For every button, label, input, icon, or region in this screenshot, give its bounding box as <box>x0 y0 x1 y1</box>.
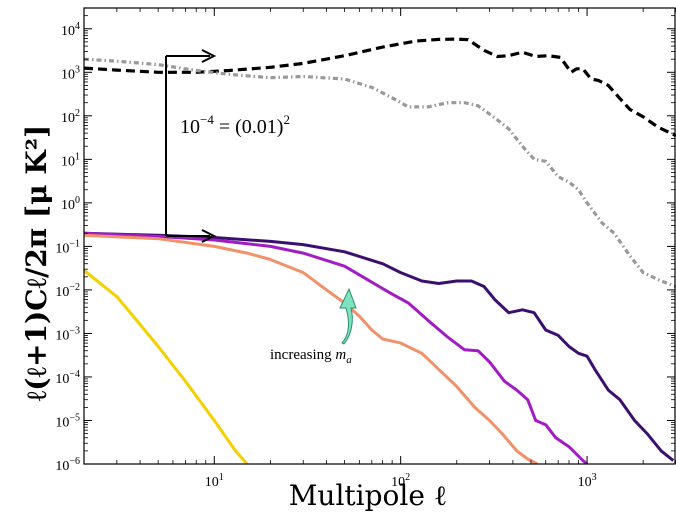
y-tick-label: 10−3 <box>55 325 80 343</box>
x-tick-label: 102 <box>391 472 410 490</box>
y-tick-label: 102 <box>61 108 80 126</box>
ticks: 10410310210110010−110−210−310−410−510−61… <box>55 7 676 490</box>
increasing-annotation: increasing ma <box>270 347 352 366</box>
upper-arrow-head <box>201 49 217 63</box>
increasing-annotation-text: increasing <box>270 347 335 363</box>
series-line-6 <box>84 269 249 464</box>
series-line-5 <box>84 233 538 464</box>
x-axis-title: Multipole ℓ <box>289 479 447 512</box>
y-tick-label: 104 <box>61 21 80 39</box>
increasing-arrow <box>339 287 357 345</box>
curves <box>84 37 676 464</box>
y-tick-label: 103 <box>61 64 80 82</box>
scale-annotation-exp2: 2 <box>283 112 290 127</box>
lower-arrow-head <box>201 229 217 243</box>
series-line-4 <box>84 231 589 464</box>
x-tick-label: 103 <box>578 472 597 490</box>
y-tick-label: 101 <box>61 151 80 169</box>
scale-annotation-rest: = (0.01) <box>214 116 284 138</box>
annotations: 10−4 = (0.01)2 increasing ma <box>165 49 357 366</box>
y-tick-label: 10−2 <box>55 282 80 300</box>
plot-frame <box>83 7 676 465</box>
scale-annotation-exp: −4 <box>200 112 214 127</box>
series-line-3 <box>84 231 675 462</box>
y-tick-label: 10−6 <box>55 456 80 474</box>
increasing-annotation-sub: a <box>346 354 352 366</box>
y-tick-label: 10−5 <box>55 412 80 430</box>
series-line-1 <box>84 37 676 138</box>
y-tick-label: 10−1 <box>55 238 80 256</box>
scale-annotation: 10−4 = (0.01)2 <box>180 112 290 138</box>
series-line-2 <box>84 57 676 288</box>
x-tick-label: 101 <box>205 472 224 490</box>
y-tick-label: 10−4 <box>55 369 80 387</box>
frame-layer <box>83 7 676 465</box>
scale-annotation-base: 10 <box>180 116 200 138</box>
y-tick-label: 100 <box>61 195 80 213</box>
y-axis-title: ℓ(ℓ+1)Cℓ/2π [μ K²] <box>20 125 53 402</box>
increasing-annotation-italic: m <box>335 347 346 363</box>
